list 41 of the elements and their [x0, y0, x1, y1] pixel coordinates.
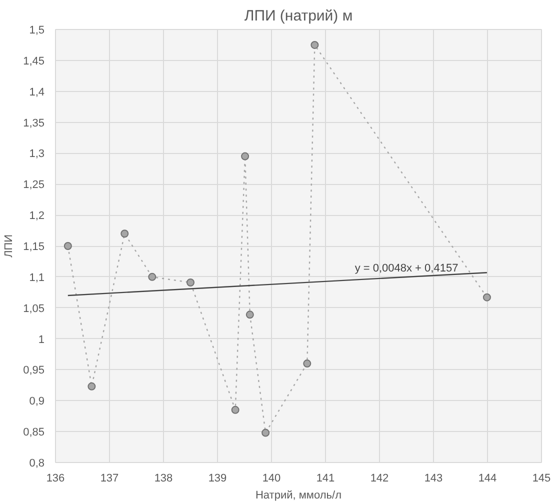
point — [246, 310, 254, 319]
point — [88, 382, 96, 390]
x-tick-label: 145 — [532, 472, 551, 484]
y-tick-label: 1 — [38, 334, 45, 346]
x-tick-label: 142 — [370, 472, 389, 484]
point — [148, 272, 156, 281]
chart-title: ЛПИ (натрий) м — [244, 8, 353, 24]
y-tick-label: 1,4 — [29, 86, 45, 98]
point — [64, 242, 72, 250]
x-tick-label: 144 — [478, 472, 497, 484]
y-tick-label: 1,1 — [29, 272, 45, 284]
y-tick-label: 0,8 — [29, 458, 45, 470]
y-tick-label: 1,3 — [29, 148, 45, 160]
y-tick-label: 1,35 — [23, 117, 45, 130]
y-tick-label: 1,5 — [29, 24, 45, 36]
point — [241, 152, 250, 160]
point — [231, 406, 240, 414]
x-tick-label: 141 — [316, 472, 335, 484]
y-tick-label: 1,15 — [23, 241, 45, 253]
annotation: y = 0,0048x + 0,4157 — [354, 262, 458, 274]
point — [482, 293, 491, 302]
point — [310, 40, 319, 49]
x-tick-label: 137 — [100, 472, 119, 484]
y-tick-label: 0,85 — [23, 426, 45, 439]
y-tick-label: 1,05 — [23, 302, 45, 315]
point — [120, 230, 129, 238]
x-tick-label: 136 — [46, 472, 65, 484]
point — [186, 278, 194, 286]
x-tick-label: 139 — [208, 472, 227, 484]
point — [262, 428, 270, 437]
y-tick-label: 0,9 — [29, 396, 45, 408]
y-tick-label: 1,2 — [29, 210, 45, 222]
x-tick-label: 143 — [424, 472, 443, 484]
y-axis-title: ЛПИ — [3, 234, 16, 258]
x-tick-label: 140 — [262, 472, 281, 484]
point — [303, 360, 312, 368]
y-tick-label: 1,25 — [23, 179, 45, 192]
x-axis-title: Натрий, ммоль/л — [256, 490, 342, 502]
y-tick-label: 1,45 — [23, 55, 45, 68]
y-tick-label: 0,95 — [23, 364, 45, 377]
x-tick-label: 138 — [154, 472, 173, 484]
